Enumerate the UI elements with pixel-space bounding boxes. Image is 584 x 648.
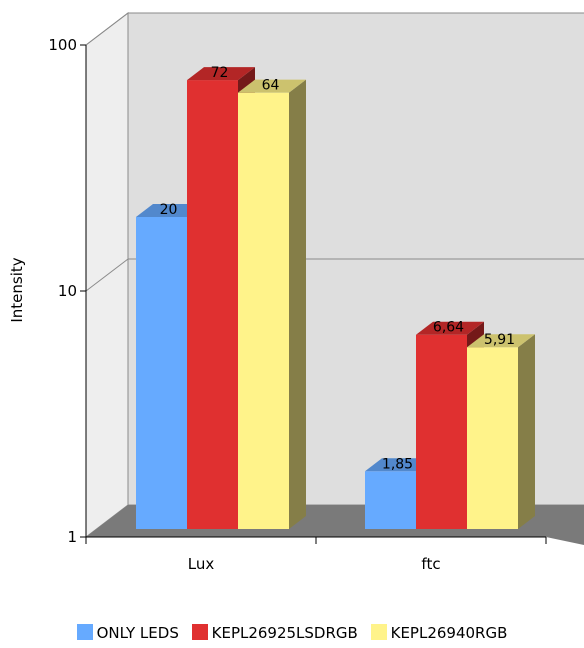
data-labels: 20 72 64 1,85 6,64 5,91 xyxy=(160,65,516,472)
legend-item-2: KEPL26925LSDRGB xyxy=(191,624,358,642)
data-label: 6,64 xyxy=(433,320,464,336)
bar xyxy=(238,92,289,530)
grid-diagonal xyxy=(85,12,129,46)
legend: ONLY LEDS KEPL26925LSDRGB KEPL26940RGB xyxy=(0,624,584,642)
bars xyxy=(136,67,535,530)
legend-item-1: ONLY LEDS xyxy=(76,624,179,642)
bar xyxy=(365,471,416,529)
bar-side xyxy=(518,334,535,529)
bar-top xyxy=(187,67,255,81)
y-axis-label: Intensity xyxy=(8,257,26,322)
legend-label-1: ONLY LEDS xyxy=(96,624,179,642)
axes: 1 10 100 Lux ftc xyxy=(48,36,547,573)
legend-item-3: KEPL26940RGB xyxy=(370,624,508,642)
x-tick-label: Lux xyxy=(188,555,215,573)
bar-top xyxy=(467,334,535,348)
y-tick-label: 1 xyxy=(67,528,77,546)
data-label: 1,85 xyxy=(382,456,413,472)
bar xyxy=(467,347,518,529)
legend-label-3: KEPL26940RGB xyxy=(390,624,508,642)
y-tick-label: 100 xyxy=(48,36,77,54)
grid-diagonal xyxy=(85,258,129,292)
legend-swatch-2 xyxy=(191,624,208,640)
data-label: 72 xyxy=(211,65,229,81)
legend-label-2: KEPL26925LSDRGB xyxy=(211,624,358,642)
bar-top xyxy=(238,79,306,93)
data-label: 5,91 xyxy=(484,332,515,348)
legend-swatch-1 xyxy=(76,624,93,640)
bar xyxy=(416,334,467,529)
bar-side xyxy=(289,79,306,530)
bar xyxy=(187,80,238,530)
legend-swatch-3 xyxy=(370,624,387,640)
x-tick-label: ftc xyxy=(421,555,440,573)
data-label: 20 xyxy=(160,202,178,218)
bar-top xyxy=(416,321,484,335)
data-label: 64 xyxy=(262,78,280,94)
chart-area: 1 10 100 Lux ftc 20 72 64 1,85 6,64 5,91 Intensit… xyxy=(8,11,584,573)
y-tick-label: 10 xyxy=(58,282,77,300)
bar xyxy=(136,216,187,529)
